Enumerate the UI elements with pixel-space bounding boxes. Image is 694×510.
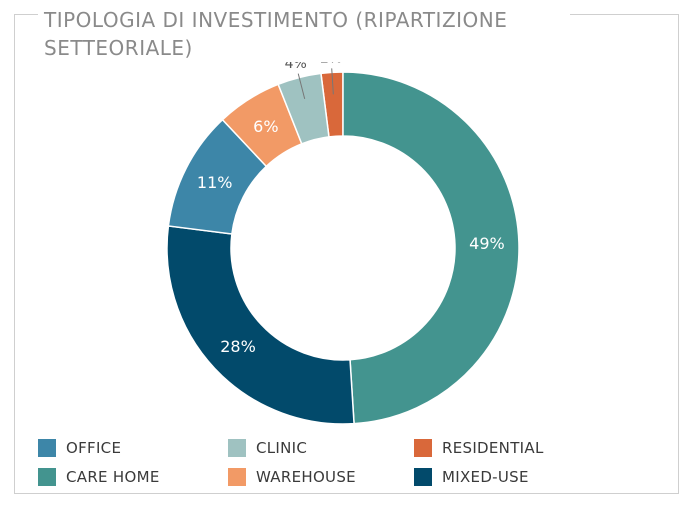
data-label-warehouse: 6%: [253, 117, 278, 136]
legend-swatch-clinic: [228, 439, 246, 457]
chart-legend: OFFICE CLINIC RESIDENTIAL CARE HOME WAREHOUS…: [38, 438, 638, 498]
leader-line-residential: [331, 68, 334, 95]
legend-swatch-mixed-use: [414, 468, 432, 486]
legend-item-warehouse: WAREHOUSE: [228, 467, 356, 487]
legend-label-office: OFFICE: [66, 439, 122, 457]
legend-label-residential: RESIDENTIAL: [442, 439, 544, 457]
legend-item-care-home: CARE HOME: [38, 467, 160, 487]
slice-clinic: [277, 72, 330, 145]
legend-label-mixed-use: MIXED-USE: [442, 468, 529, 486]
legend-label-warehouse: WAREHOUSE: [256, 468, 356, 486]
legend-item-office: OFFICE: [38, 438, 121, 458]
chart-title: TIPOLOGIA DI INVESTIMENTO (RIPARTIZIONE …: [38, 6, 570, 62]
data-label-care-home: 49%: [469, 234, 505, 253]
legend-swatch-care-home: [38, 468, 56, 486]
legend-swatch-warehouse: [228, 468, 246, 486]
data-label-office: 11%: [197, 173, 233, 192]
legend-item-mixed-use: MIXED-USE: [414, 467, 529, 487]
legend-swatch-office: [38, 439, 56, 457]
legend-label-care-home: CARE HOME: [66, 468, 160, 486]
leader-line-clinic: [297, 73, 306, 99]
legend-item-residential: RESIDENTIAL: [414, 438, 544, 458]
legend-item-clinic: CLINIC: [228, 438, 307, 458]
slice-mixed-use: [166, 225, 355, 425]
legend-label-clinic: CLINIC: [256, 439, 308, 457]
slice-care-home: [342, 71, 520, 425]
legend-swatch-residential: [414, 439, 432, 457]
data-label-mixed-use: 28%: [220, 337, 256, 356]
